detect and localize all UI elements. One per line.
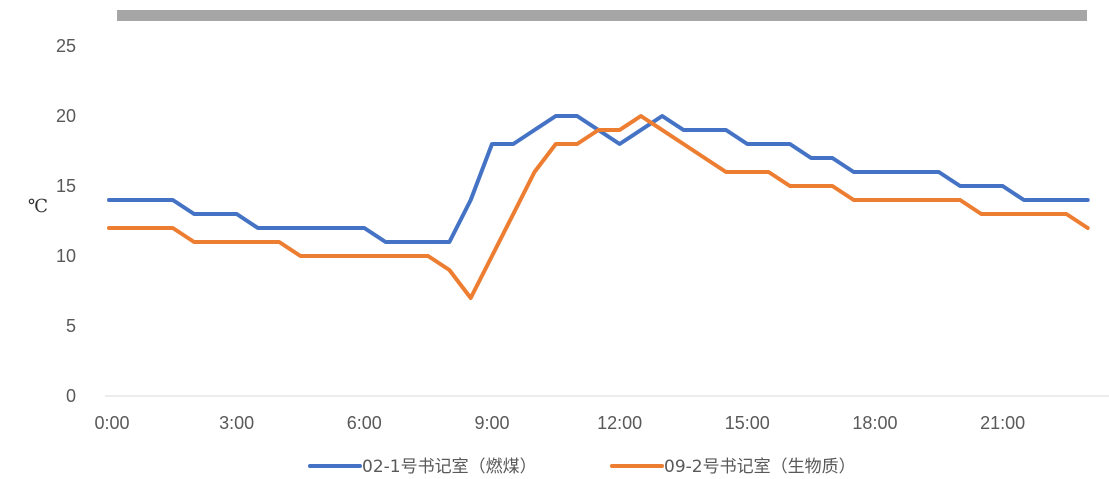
y-tick-label: 25 [56, 36, 76, 56]
x-tick-label: 18:00 [852, 413, 897, 433]
y-tick-label: 20 [56, 106, 76, 126]
legend: 02-1号书记室（燃煤） 09-2号书记室（生物质） [308, 457, 856, 477]
chart-top-bar [117, 10, 1087, 21]
series-lines [107, 114, 1090, 300]
x-tick-label: 21:00 [980, 413, 1025, 433]
y-tick-label: 0 [66, 386, 76, 406]
x-tick-label: 3:00 [219, 413, 254, 433]
x-axis-ticks: 0:00 3:00 6:00 9:00 12:00 15:00 18:00 21:00 [94, 413, 1025, 433]
x-tick-label: 15:00 [725, 413, 770, 433]
y-tick-label: 10 [56, 246, 76, 266]
x-tick-label: 0:00 [94, 413, 129, 433]
legend-label-2: 09-2号书记室（生物质） [664, 457, 856, 477]
y-axis-label: ℃ [28, 196, 48, 216]
x-tick-label: 12:00 [597, 413, 642, 433]
series-line-2 [107, 114, 1090, 300]
x-tick-label: 9:00 [474, 413, 509, 433]
y-tick-label: 5 [66, 316, 76, 336]
y-tick-label: 15 [56, 176, 76, 196]
legend-label-1: 02-1号书记室（燃煤） [362, 457, 537, 477]
y-axis-ticks: 0 5 10 15 20 25 [56, 36, 76, 406]
x-tick-label: 6:00 [347, 413, 382, 433]
series-line-1 [107, 114, 1090, 244]
